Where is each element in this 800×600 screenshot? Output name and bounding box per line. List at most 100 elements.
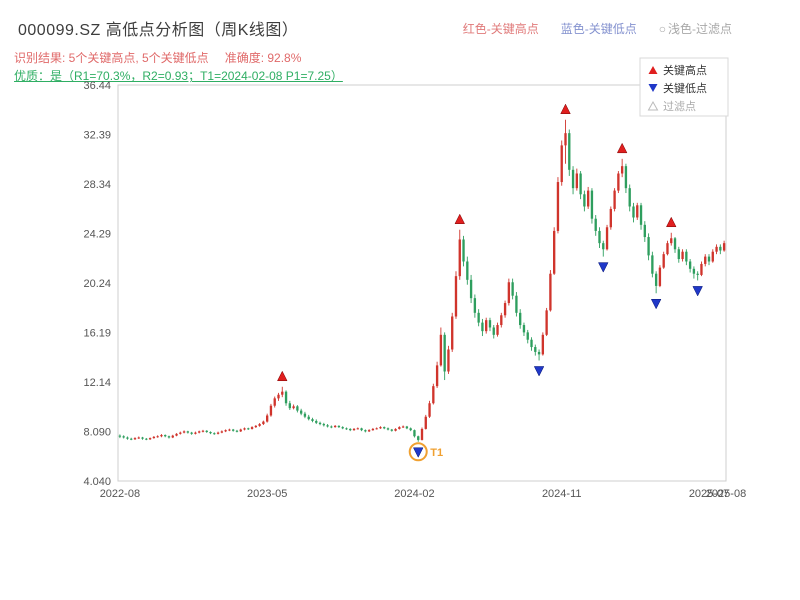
candle-body [383, 427, 386, 429]
candle-body [364, 430, 367, 432]
candle-body [579, 173, 582, 195]
candle-body [164, 435, 167, 437]
candle-body [194, 432, 197, 434]
candle-body [386, 428, 390, 430]
candle-body [394, 428, 397, 431]
key-low-marker [598, 262, 609, 273]
candle-body [503, 303, 507, 316]
candle-body [628, 188, 631, 207]
candle-body [496, 325, 499, 335]
accuracy-text: 准确度: 92.8% [224, 51, 302, 65]
candle-body [692, 268, 696, 274]
candle-body [390, 429, 393, 431]
candle-body [360, 428, 363, 431]
candle-body [537, 351, 541, 355]
legend-outline-triangle-icon [647, 100, 659, 111]
candle-body [454, 276, 458, 317]
candle-body [556, 182, 560, 231]
legend-filtered-label: ○ 浅色-过滤点 [659, 20, 732, 37]
candle-body [232, 429, 235, 431]
y-tick-label: 12.14 [83, 377, 111, 389]
candle-body [662, 254, 665, 268]
candle-body [530, 339, 533, 348]
candle-body [265, 415, 269, 422]
candle-body [432, 386, 435, 404]
candle-body [568, 133, 571, 170]
recognition-result-text: 识别结果: 5个关键高点, 5个关键低点 [14, 51, 209, 65]
candle-body [707, 256, 711, 262]
key-high-marker [277, 370, 288, 382]
candle-body [341, 427, 344, 429]
candle-body [156, 436, 159, 438]
x-tick-label: 2023-05 [247, 488, 287, 500]
legend-filtered-text: 浅色-过滤点 [668, 22, 732, 36]
legend-key-low-label: 蓝色-关键低点 [561, 20, 637, 37]
candle-body [688, 261, 692, 269]
candle-body [673, 238, 677, 250]
key-high-marker [666, 216, 677, 228]
candle-body [571, 169, 575, 189]
candle-body [148, 438, 152, 440]
candle-body [526, 332, 529, 340]
candle-body [545, 310, 548, 335]
candle-body [307, 416, 310, 420]
candle-body [541, 334, 545, 355]
candle-body [469, 279, 473, 299]
legend-key-high-text: 红色-关键高点 [462, 22, 539, 36]
candle-body [617, 173, 620, 191]
quality-line: 优质：是（R1=70.3%，R2=0.93；T1=2024-02-08 P1=7… [14, 69, 343, 83]
recognition-result: 识别结果: 5个关键高点, 5个关键低点 准确度: 92.8% [14, 49, 301, 66]
candle-body [213, 433, 216, 435]
candle-body [677, 249, 680, 260]
candle-body [254, 425, 258, 428]
candle-body [654, 273, 658, 286]
candle-body [258, 424, 261, 426]
candle-body [171, 435, 174, 438]
candle-body [602, 243, 605, 250]
candle-body [666, 243, 669, 255]
candle-body [250, 427, 254, 429]
candle-body [243, 428, 246, 430]
candle-body [462, 239, 465, 262]
candle-body [435, 365, 439, 387]
key-high-marker [560, 103, 571, 114]
candle-body [519, 312, 522, 326]
candle-body [126, 437, 129, 439]
candle-body [473, 298, 477, 313]
chart-legend-low-label: 关键低点 [663, 81, 707, 95]
candle-body [303, 413, 307, 417]
x-tick-label: 2022-08 [100, 488, 140, 500]
candle-body [122, 436, 125, 438]
candle-body [326, 425, 329, 427]
candle-body [118, 435, 122, 437]
candle-body [553, 230, 556, 274]
candle-body [696, 273, 699, 275]
candle-body [352, 428, 356, 431]
y-tick-label: 8.090 [83, 427, 111, 439]
candle-body [322, 424, 325, 426]
candle-body [182, 431, 186, 433]
candle-body [345, 428, 348, 430]
candle-body [609, 208, 612, 228]
candle-body [681, 251, 684, 260]
candle-body [239, 429, 242, 432]
candle-body [549, 273, 552, 311]
candle-body [315, 420, 318, 423]
chart-legend-high-label: 关键高点 [663, 63, 707, 77]
candle-body [205, 430, 208, 432]
candle-body [598, 230, 601, 244]
candle-body [284, 391, 288, 404]
candle-body [439, 334, 443, 366]
candle-body [228, 429, 231, 431]
candle-body [711, 251, 714, 262]
candle-body [398, 427, 401, 429]
candle-body [522, 325, 526, 333]
candle-body [670, 238, 673, 244]
candle-body [333, 425, 337, 428]
candle-body [447, 349, 450, 372]
x-end-label: 2025-08 [706, 488, 746, 500]
candle-body [624, 166, 628, 189]
candle-body [409, 428, 412, 431]
legend-up-triangle-icon [648, 66, 658, 74]
